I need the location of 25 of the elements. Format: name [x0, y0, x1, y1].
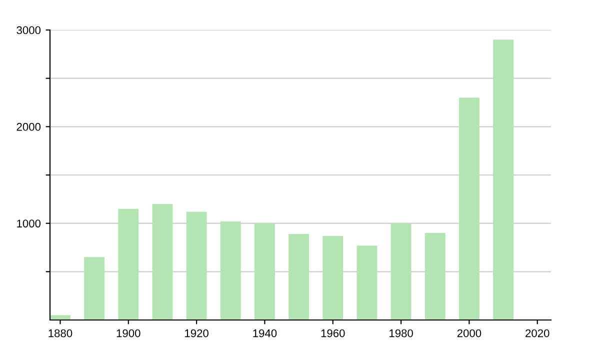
x-tick-label: 1980: [390, 329, 413, 338]
bar: [390, 223, 412, 320]
bar: [50, 315, 70, 320]
bar: [356, 246, 378, 320]
bar: [118, 208, 139, 320]
bar: [152, 204, 173, 320]
bar: [254, 223, 275, 320]
bar: [288, 234, 310, 320]
x-tick-label: 1940: [253, 329, 277, 338]
bar: [458, 98, 480, 320]
x-tick-label: 1920: [185, 329, 208, 338]
x-tick-label: 2020: [526, 329, 550, 338]
bar: [220, 221, 241, 320]
y-tick-label: 1000: [17, 220, 41, 228]
bar: [424, 233, 446, 320]
x-tick-label: 1960: [321, 329, 345, 338]
bar: [322, 236, 344, 320]
y-tick-label: 2000: [16, 122, 41, 131]
bar: [84, 257, 105, 320]
x-tick-label: 1900: [116, 329, 140, 338]
y-tick-label: 3000: [16, 26, 41, 34]
x-tick-label: 1880: [48, 329, 72, 338]
bar: [186, 212, 207, 320]
bar: [493, 40, 514, 320]
x-tick-label: 2000: [457, 329, 482, 338]
